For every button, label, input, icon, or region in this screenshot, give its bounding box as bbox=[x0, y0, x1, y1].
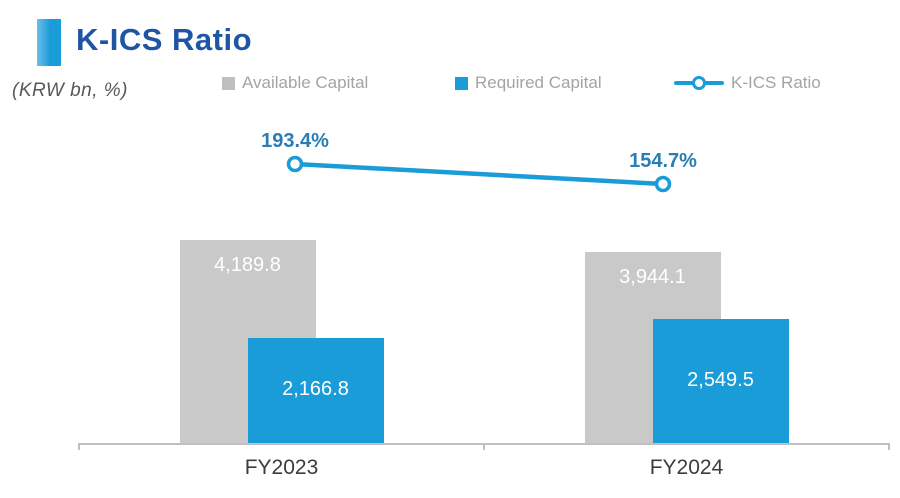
page-title: K-ICS Ratio bbox=[76, 22, 252, 57]
legend-label: K-ICS Ratio bbox=[731, 73, 821, 92]
bar-required-capital-fy2024 bbox=[652, 319, 789, 443]
bar-value-label: 4,189.8 bbox=[214, 253, 281, 276]
kics-ratio-value-label: 193.4% bbox=[261, 130, 329, 152]
legend-square-blue-icon bbox=[455, 76, 468, 90]
legend-label: Available Capital bbox=[242, 73, 369, 92]
line-point-marker bbox=[286, 155, 304, 173]
legend-item-available-capital: Available Capital bbox=[222, 73, 368, 93]
legend-square-gray-icon bbox=[222, 76, 235, 90]
bar-required-capital-fy2023 bbox=[247, 337, 384, 443]
legend-label: Required Capital bbox=[475, 73, 602, 92]
x-axis-label-fy2023: FY2023 bbox=[244, 456, 319, 479]
bar-value-label: 3,944.1 bbox=[619, 265, 686, 288]
legend-item-required-capital: Required Capital bbox=[455, 73, 602, 93]
x-axis-tick bbox=[78, 443, 80, 450]
title-accent-bar bbox=[37, 19, 61, 66]
kics-ratio-value-label: 154.7% bbox=[629, 150, 697, 172]
bar-value-label: 2,166.8 bbox=[282, 378, 349, 401]
unit-note: (KRW bn, %) bbox=[12, 80, 129, 101]
legend-line-circle-icon bbox=[674, 76, 724, 90]
bar-value-label: 2,549.5 bbox=[687, 369, 754, 392]
x-axis-label-fy2024: FY2024 bbox=[649, 456, 724, 479]
x-axis-tick bbox=[483, 443, 485, 450]
legend-item-kics-ratio: K-ICS Ratio bbox=[674, 73, 821, 93]
x-axis-tick bbox=[888, 443, 890, 450]
line-point-marker bbox=[654, 175, 672, 193]
